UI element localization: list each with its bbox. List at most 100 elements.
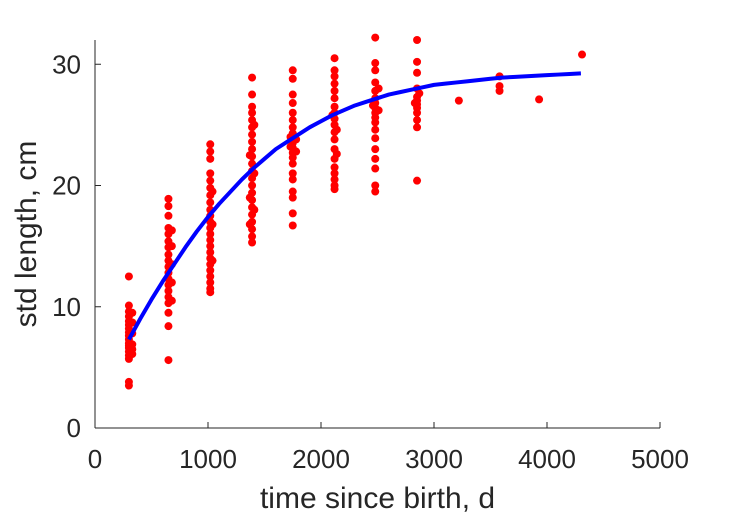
- data-point: [250, 120, 259, 129]
- data-point: [330, 72, 339, 81]
- data-point: [248, 90, 257, 99]
- data-point: [330, 79, 339, 88]
- data-point: [330, 102, 339, 111]
- data-point: [288, 108, 297, 117]
- data-point: [330, 163, 339, 172]
- data-point: [413, 57, 422, 66]
- data-point: [371, 134, 380, 143]
- data-point: [578, 50, 587, 59]
- data-point: [248, 108, 257, 117]
- data-point: [288, 193, 297, 202]
- data-point: [288, 99, 297, 108]
- data-point: [288, 116, 297, 125]
- data-point: [164, 202, 173, 211]
- data-point: [413, 123, 422, 132]
- data-point: [330, 86, 339, 95]
- x-axis-label: time since birth, d: [260, 482, 495, 515]
- data-point: [164, 322, 173, 331]
- data-point: [495, 86, 504, 95]
- data-point: [248, 181, 257, 190]
- data-point: [206, 198, 215, 207]
- data-point: [415, 89, 424, 98]
- data-point: [371, 145, 380, 154]
- data-point: [128, 308, 137, 317]
- fit-curve-line: [127, 71, 582, 341]
- data-point: [206, 236, 215, 245]
- data-point: [330, 169, 339, 178]
- data-point: [330, 94, 339, 103]
- data-point: [206, 169, 215, 178]
- x-tick-label: 5000: [631, 444, 689, 474]
- data-point: [288, 169, 297, 178]
- data-point: [288, 209, 297, 218]
- data-point: [288, 153, 297, 162]
- data-point: [208, 220, 217, 229]
- data-point: [167, 226, 176, 235]
- data-point: [208, 187, 217, 196]
- data-point: [371, 118, 380, 127]
- data-point: [206, 140, 215, 149]
- data-point: [410, 99, 419, 108]
- data-point: [206, 230, 215, 238]
- y-tick-label: 10: [52, 292, 81, 322]
- data-point: [206, 272, 215, 281]
- data-point: [248, 232, 257, 241]
- data-point: [206, 147, 215, 156]
- data-point: [248, 145, 257, 154]
- data-point: [206, 278, 215, 287]
- data-point: [413, 36, 422, 44]
- data-point: [206, 154, 215, 163]
- data-point: [206, 266, 215, 275]
- data-point: [288, 159, 297, 168]
- data-point: [288, 90, 297, 99]
- fit-curve-layer: [127, 71, 582, 341]
- data-point: [164, 194, 173, 203]
- data-point: [413, 108, 422, 117]
- y-tick-label: 20: [52, 171, 81, 201]
- data-point: [288, 175, 297, 184]
- data-point: [330, 54, 339, 63]
- data-point: [206, 288, 215, 297]
- data-point: [124, 301, 133, 310]
- scatter-points: [124, 33, 587, 390]
- x-tick-label: 4000: [518, 444, 576, 474]
- data-point: [164, 308, 173, 317]
- x-tick-label: 3000: [405, 444, 463, 474]
- data-point: [245, 193, 254, 202]
- data-point: [208, 256, 217, 265]
- data-point: [167, 242, 176, 251]
- data-point: [371, 78, 380, 87]
- data-point: [124, 381, 133, 390]
- data-point: [128, 350, 137, 359]
- data-point: [248, 73, 257, 82]
- data-point: [330, 135, 339, 144]
- data-point: [286, 142, 295, 151]
- data-point: [371, 181, 380, 190]
- data-point: [330, 175, 339, 184]
- data-point: [413, 116, 422, 125]
- data-point: [206, 248, 215, 257]
- data-point: [330, 66, 339, 75]
- x-tick-label: 2000: [292, 444, 350, 474]
- data-point: [206, 176, 215, 185]
- x-tick-label: 0: [88, 444, 102, 474]
- data-point: [374, 84, 383, 93]
- data-point: [164, 286, 173, 295]
- data-point: [371, 33, 380, 42]
- data-point: [330, 185, 339, 194]
- data-point: [250, 205, 259, 214]
- data-point: [332, 125, 341, 134]
- data-point: [454, 96, 463, 105]
- data-point: [124, 272, 133, 281]
- data-point: [371, 154, 380, 163]
- data-point: [332, 149, 341, 158]
- data-point: [288, 221, 297, 230]
- data-point: [206, 242, 215, 251]
- data-point: [245, 220, 254, 229]
- data-point: [374, 106, 383, 115]
- x-tick-label: 1000: [179, 444, 237, 474]
- data-point: [535, 95, 544, 104]
- data-point: [164, 250, 173, 259]
- data-point: [288, 187, 297, 196]
